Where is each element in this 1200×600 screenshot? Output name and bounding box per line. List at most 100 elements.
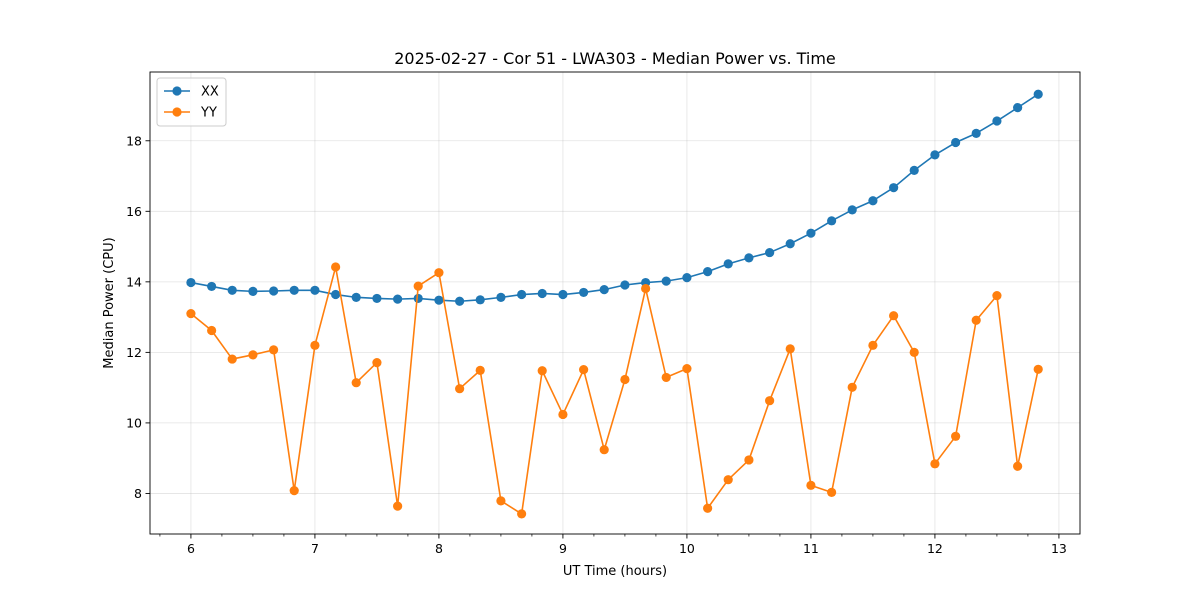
data-point-yy	[661, 372, 671, 383]
x-tick-label: 9	[559, 541, 567, 556]
data-point-yy	[641, 283, 651, 294]
y-axis-label: Median Power (CPU)	[102, 237, 117, 368]
data-point-yy	[930, 459, 940, 469]
y-tick-label: 8	[134, 486, 142, 501]
data-point-xx	[269, 286, 279, 296]
series-xx	[186, 89, 1043, 306]
data-point-xx	[475, 295, 485, 305]
plot-frame	[149, 71, 1081, 535]
data-point-xx	[310, 285, 320, 295]
x-tick-label: 7	[311, 541, 319, 556]
x-tick-label: 8	[435, 541, 443, 556]
data-point-yy	[207, 325, 217, 336]
data-point-xx	[455, 296, 465, 306]
data-point-xx	[951, 137, 961, 148]
data-point-yy	[909, 347, 919, 357]
legend-entry-yy: YY	[164, 106, 217, 121]
data-point-yy	[806, 480, 816, 490]
data-point-xx	[496, 292, 506, 302]
data-point-yy	[827, 487, 837, 497]
data-point-xx	[785, 239, 795, 249]
chart-title: 2025-02-27 - Cor 51 - LWA303 - Median Po…	[394, 49, 836, 68]
y-tick-label: 12	[126, 345, 142, 360]
data-point-yy	[1013, 461, 1023, 471]
data-point-xx	[930, 150, 940, 160]
data-point-yy	[744, 455, 754, 465]
series-line-yy	[190, 266, 1039, 515]
data-point-xx	[413, 293, 423, 304]
data-point-xx	[868, 196, 878, 206]
data-point-xx	[558, 289, 568, 300]
data-point-yy	[372, 358, 382, 368]
data-point-xx	[186, 277, 196, 288]
data-point-xx	[579, 287, 589, 298]
y-tick-label: 14	[126, 274, 142, 289]
x-tick-label: 12	[927, 541, 943, 556]
data-point-yy	[682, 363, 692, 374]
series-layer	[186, 89, 1043, 519]
data-point-xx	[517, 289, 527, 300]
data-point-yy	[951, 431, 961, 441]
data-point-yy	[227, 354, 237, 364]
data-point-yy	[331, 262, 341, 272]
data-point-xx	[331, 289, 341, 300]
data-point-yy	[289, 486, 299, 496]
data-point-yy	[413, 281, 423, 291]
data-point-yy	[248, 350, 258, 360]
legend: XX YY	[156, 77, 227, 127]
data-point-xx	[620, 280, 630, 290]
legend-label: XX	[201, 85, 219, 100]
data-point-yy	[455, 384, 465, 394]
data-point-yy	[868, 340, 878, 350]
data-point-xx	[434, 295, 444, 305]
data-point-xx	[806, 228, 816, 238]
data-point-yy	[537, 366, 547, 376]
data-point-yy	[620, 374, 630, 385]
data-point-yy	[971, 315, 981, 325]
data-point-yy	[186, 308, 196, 319]
legend-marker	[172, 86, 182, 96]
data-point-xx	[827, 216, 837, 226]
data-point-yy	[785, 344, 795, 354]
y-tick-label: 16	[126, 204, 142, 219]
series-yy	[186, 262, 1043, 519]
data-point-xx	[971, 128, 981, 138]
data-point-xx	[537, 288, 547, 299]
data-point-xx	[1013, 103, 1023, 113]
data-point-xx	[703, 267, 713, 277]
data-point-xx	[1033, 89, 1043, 99]
data-point-xx	[992, 116, 1002, 126]
data-point-yy	[351, 378, 361, 388]
data-point-yy	[889, 311, 899, 321]
x-tick-label: 10	[679, 541, 695, 556]
data-point-yy	[599, 445, 609, 455]
data-point-xx	[765, 247, 775, 258]
data-point-yy	[517, 509, 527, 519]
data-point-yy	[723, 475, 733, 485]
data-point-xx	[723, 259, 733, 269]
data-point-xx	[682, 273, 692, 283]
data-point-yy	[1033, 364, 1043, 374]
data-point-yy	[579, 365, 589, 375]
data-point-xx	[889, 183, 899, 193]
data-point-yy	[703, 503, 713, 513]
data-point-xx	[289, 285, 299, 295]
data-point-yy	[765, 396, 775, 406]
data-point-xx	[847, 205, 857, 215]
x-axis-label: UT Time (hours)	[563, 564, 667, 579]
data-point-yy	[475, 365, 485, 375]
legend-label: YY	[200, 106, 217, 121]
x-tick-label: 13	[1051, 541, 1067, 556]
data-point-xx	[393, 294, 403, 304]
data-point-yy	[496, 496, 506, 506]
data-point-xx	[744, 253, 754, 263]
data-point-yy	[393, 501, 403, 511]
legend-entry-xx: XX	[164, 85, 219, 100]
data-point-xx	[661, 276, 671, 286]
data-point-xx	[207, 281, 217, 292]
data-point-xx	[227, 285, 237, 295]
data-point-xx	[248, 286, 258, 296]
data-point-xx	[599, 284, 609, 295]
x-tick-label: 11	[803, 541, 819, 556]
data-point-xx	[372, 293, 382, 304]
